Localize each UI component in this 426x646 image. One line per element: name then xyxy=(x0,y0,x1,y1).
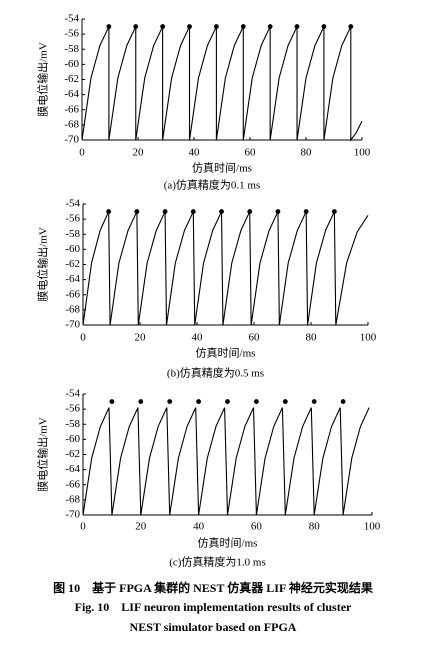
x-tick-label: 80 xyxy=(309,521,321,533)
spike-dot xyxy=(190,209,196,214)
y-axis-label: 膜电位输出/mV xyxy=(36,417,50,492)
spike-dot xyxy=(134,209,140,214)
y-axis-label: 膜电位输出/mV xyxy=(36,42,50,117)
spike-dot xyxy=(187,24,192,29)
spike-dot xyxy=(340,399,346,404)
chart-caption: (c)仿真精度为1.0 ms xyxy=(169,555,266,569)
x-tick-label: 60 xyxy=(245,147,257,159)
x-tick-label: 20 xyxy=(135,521,147,533)
spike-dot xyxy=(247,209,253,214)
y-tick-label: -62 xyxy=(65,448,80,460)
x-tick-label: 60 xyxy=(249,332,261,344)
x-tick-label: 80 xyxy=(306,332,318,344)
y-tick-label: -62 xyxy=(64,73,79,85)
spike-dot xyxy=(196,399,202,404)
y-tick-label: -54 xyxy=(65,388,80,400)
y-tick-label: -56 xyxy=(65,403,80,415)
y-tick-label: -70 xyxy=(64,134,79,146)
y-tick-label: -58 xyxy=(65,418,80,430)
trace-line xyxy=(82,211,369,326)
y-tick-label: -64 xyxy=(64,88,79,100)
x-tick-label: 20 xyxy=(133,147,145,159)
spike-dot xyxy=(331,209,337,214)
spike-dot xyxy=(133,24,139,29)
y-tick-label: -64 xyxy=(65,273,80,285)
trace-line xyxy=(81,26,363,142)
figure-caption-en: NEST simulator based on FPGA xyxy=(130,620,297,634)
y-tick-label: -60 xyxy=(64,58,79,70)
chart-caption: (a)仿真精度为0.1 ms xyxy=(164,178,261,192)
x-tick-label: 80 xyxy=(301,147,313,159)
y-tick-label: -66 xyxy=(65,478,80,490)
y-tick-label: -70 xyxy=(65,319,80,331)
y-tick-label: -68 xyxy=(65,493,80,505)
spike-dot xyxy=(225,399,230,404)
spike-dot xyxy=(162,209,168,214)
x-tick-label: 0 xyxy=(80,521,86,533)
y-tick-label: -54 xyxy=(64,13,79,25)
x-tick-label: 20 xyxy=(135,332,147,344)
spike-dot xyxy=(254,399,259,404)
x-tick-label: 40 xyxy=(192,332,204,344)
y-tick-label: -60 xyxy=(65,243,80,255)
y-tick-label: -56 xyxy=(65,213,80,225)
spike-dot xyxy=(160,24,166,29)
spike-dot xyxy=(294,24,300,29)
figure-caption-en: Fig. 10 LIF neuron implementation result… xyxy=(75,600,352,614)
x-tick-label: 100 xyxy=(364,521,381,533)
y-tick-label: -70 xyxy=(65,509,80,521)
spike-dot xyxy=(282,399,288,404)
chart-caption: (b)仿真精度为0.5 ms xyxy=(167,366,264,380)
y-tick-label: -68 xyxy=(64,118,79,130)
spike-dot xyxy=(240,24,246,29)
spike-dot xyxy=(106,24,112,29)
spike-dot xyxy=(311,399,317,404)
y-tick-label: -58 xyxy=(64,43,79,55)
x-axis-label: 仿真时间/ms xyxy=(198,536,258,550)
figure-caption-zh: 图 10 基于 FPGA 集群的 NEST 仿真器 LIF 神经元实现结果 xyxy=(53,580,373,595)
x-tick-label: 60 xyxy=(251,521,263,533)
spike-dot xyxy=(219,209,224,214)
y-tick-label: -60 xyxy=(65,433,80,445)
x-tick-label: 0 xyxy=(79,147,85,159)
spike-dot xyxy=(267,24,273,29)
spike-dot xyxy=(106,209,112,214)
y-tick-label: -62 xyxy=(65,258,80,270)
spike-dot xyxy=(214,24,219,29)
x-tick-label: 0 xyxy=(80,332,86,344)
y-tick-label: -66 xyxy=(64,103,79,115)
spike-dot xyxy=(167,399,173,404)
x-axis-label: 仿真时间/ms xyxy=(192,161,252,175)
spike-dot xyxy=(321,24,327,29)
spike-dot xyxy=(138,399,144,404)
trace-line xyxy=(82,407,370,516)
y-tick-label: -64 xyxy=(65,463,80,475)
x-tick-label: 100 xyxy=(360,332,377,344)
y-tick-label: -58 xyxy=(65,228,80,240)
spike-dot xyxy=(275,209,281,214)
x-axis-label: 仿真时间/ms xyxy=(196,346,256,360)
x-tick-label: 40 xyxy=(189,147,201,159)
y-tick-label: -56 xyxy=(64,28,79,40)
spike-dot xyxy=(109,399,115,404)
spike-dot xyxy=(303,209,309,214)
y-tick-label: -54 xyxy=(65,198,80,210)
y-axis-label: 膜电位输出/mV xyxy=(36,227,50,302)
x-tick-label: 100 xyxy=(354,147,371,159)
y-tick-label: -66 xyxy=(65,288,80,300)
spike-dot xyxy=(348,24,354,29)
x-tick-label: 40 xyxy=(193,521,205,533)
y-tick-label: -68 xyxy=(65,303,80,315)
